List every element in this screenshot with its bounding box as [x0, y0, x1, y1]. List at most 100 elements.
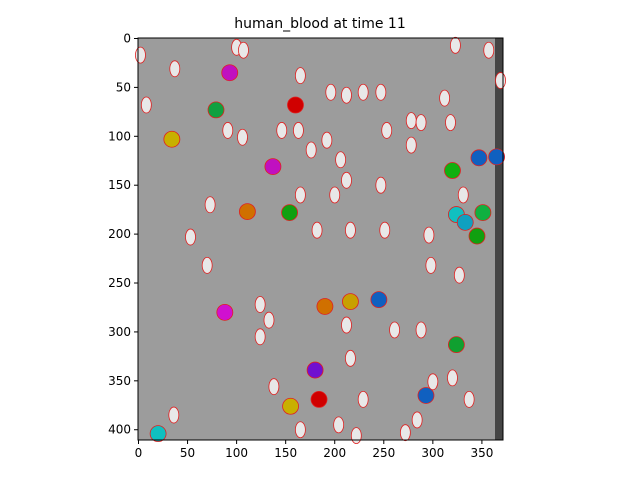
outlined-cell [254, 328, 266, 346]
segmented-cell [310, 391, 328, 408]
outlined-cell [483, 41, 495, 59]
segmented-cell [264, 158, 282, 176]
segmented-cell [474, 204, 492, 221]
segmented-cell [444, 162, 461, 179]
outlined-cell [294, 186, 306, 204]
segmented-cell [216, 303, 234, 321]
outlined-cell [379, 221, 391, 239]
segmented-cell [282, 397, 299, 415]
outlined-cell [463, 391, 475, 408]
segmented-cell [207, 101, 225, 119]
segmented-cell [163, 130, 181, 148]
outlined-cell [447, 369, 458, 387]
y-tick-label: 50 [116, 80, 131, 94]
segmented-cell [287, 96, 304, 114]
outlined-cell [357, 83, 369, 101]
outlined-cell [140, 96, 152, 114]
outlined-cell [254, 296, 266, 313]
outlined-cell [345, 221, 356, 239]
outlined-cell [237, 128, 248, 146]
x-tick-label: 150 [274, 446, 297, 460]
segmented-cell [370, 291, 388, 309]
y-tick-label: 350 [108, 374, 131, 388]
segmented-cell [239, 203, 256, 221]
x-tick-label: 300 [421, 446, 444, 460]
segmented-cell [221, 64, 239, 82]
outlined-cell [350, 427, 362, 444]
outlined-cell [439, 89, 451, 107]
outlined-cell [425, 257, 437, 274]
outlined-cell [335, 151, 347, 169]
x-tick-label: 100 [225, 446, 248, 460]
x-tick-label: 350 [470, 446, 493, 460]
outlined-cell [345, 349, 356, 367]
segmented-cell [342, 293, 359, 310]
outlined-cell [445, 114, 456, 132]
outlined-cell [222, 122, 234, 139]
y-tick-label: 150 [108, 178, 131, 192]
segmented-cell [447, 336, 465, 354]
outlined-cell [405, 112, 417, 130]
y-tick-label: 300 [108, 325, 131, 339]
x-tick-label: 50 [180, 446, 195, 460]
outlined-cell [135, 46, 146, 64]
outlined-cell [411, 411, 423, 429]
outlined-cell [381, 122, 393, 139]
chart-title: human_blood at time 11 [234, 16, 406, 32]
outlined-cell [375, 176, 387, 194]
outlined-cell [333, 416, 345, 434]
segmented-cell [417, 387, 435, 404]
y-tick-label: 400 [108, 423, 131, 437]
outlined-cell [375, 83, 387, 101]
outlined-cell [168, 406, 180, 424]
x-tick-label: 200 [323, 446, 346, 460]
outlined-cell [357, 391, 369, 408]
outlined-cell [427, 373, 439, 391]
image-edge [495, 38, 503, 440]
y-tick-label: 200 [108, 227, 131, 241]
outlined-cell [321, 131, 333, 149]
outlined-cell [185, 228, 196, 246]
outlined-cell [341, 86, 352, 104]
outlined-cell [457, 186, 469, 204]
outlined-cell [405, 136, 417, 154]
y-tick-label: 250 [108, 276, 131, 290]
outlined-cell [276, 122, 288, 139]
x-tick-label: 250 [372, 446, 395, 460]
outlined-cell [389, 321, 400, 339]
outlined-cell [453, 266, 465, 284]
outlined-cell [399, 424, 411, 442]
outlined-cell [495, 72, 506, 89]
outlined-cell [294, 421, 306, 439]
outlined-cell [341, 171, 352, 189]
segmented-cell [468, 227, 486, 245]
segmented-cell [488, 148, 506, 166]
outlined-cell [423, 226, 435, 244]
outlined-cell [305, 141, 317, 159]
outlined-cell [204, 196, 216, 214]
outlined-cell [293, 122, 304, 139]
outlined-cell [238, 41, 249, 59]
segmented-cell [316, 298, 334, 315]
outlined-cell [450, 36, 461, 54]
y-tick-label: 0 [123, 31, 131, 45]
outlined-cell [268, 378, 280, 396]
outlined-cell [415, 114, 427, 132]
segmented-cell [281, 204, 298, 221]
segmented-cell [456, 213, 474, 231]
segmented-cell [470, 149, 488, 167]
outlined-cell [263, 311, 275, 329]
outlined-cell [311, 221, 323, 239]
outlined-cell [169, 60, 181, 78]
outlined-cell [329, 186, 341, 204]
segmented-cell [149, 425, 167, 443]
outlined-cell [325, 83, 337, 101]
outlined-cell [415, 321, 427, 339]
outlined-cell [294, 67, 306, 85]
y-tick-label: 100 [108, 129, 131, 143]
x-tick-label: 0 [135, 446, 143, 460]
outlined-cell [201, 257, 213, 274]
outlined-cell [341, 316, 352, 334]
axes-frame [137, 37, 504, 441]
